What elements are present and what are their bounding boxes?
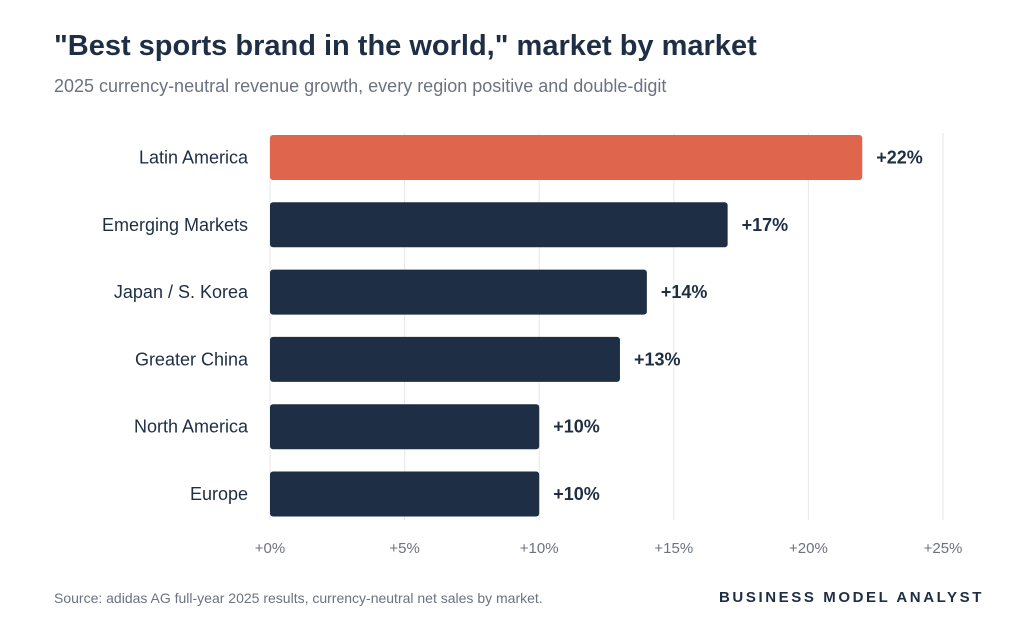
value-label: +13% — [634, 349, 681, 369]
category-label: North America — [134, 417, 249, 437]
x-tick-label: +15% — [654, 540, 693, 557]
value-label: +14% — [661, 282, 708, 302]
source-note: Source: adidas AG full-year 2025 results… — [54, 590, 543, 606]
x-tick-label: +20% — [789, 540, 828, 557]
chart-title: "Best sports brand in the world," market… — [54, 30, 757, 62]
category-label: Emerging Markets — [102, 215, 248, 235]
bar-highlight — [270, 135, 863, 180]
category-label: Europe — [190, 484, 248, 504]
chart-subtitle: 2025 currency-neutral revenue growth, ev… — [54, 76, 667, 96]
category-label: Japan / S. Korea — [114, 282, 249, 302]
value-label: +10% — [553, 484, 600, 504]
x-tick-label: +5% — [389, 540, 419, 557]
category-label: Greater China — [135, 349, 249, 369]
bar — [270, 269, 647, 315]
category-label: Latin America — [139, 148, 249, 168]
x-tick-label: +0% — [255, 540, 285, 557]
value-label: +10% — [553, 417, 600, 437]
value-label: +17% — [742, 215, 789, 235]
x-tick-label: +25% — [924, 540, 963, 557]
bar — [270, 336, 620, 382]
x-tick-label: +10% — [520, 540, 559, 557]
value-label: +22% — [876, 148, 923, 168]
bar — [270, 202, 728, 248]
bar — [270, 471, 540, 517]
bar — [270, 404, 540, 450]
brand-wordmark: BUSINESS MODEL ANALYST — [718, 589, 984, 606]
